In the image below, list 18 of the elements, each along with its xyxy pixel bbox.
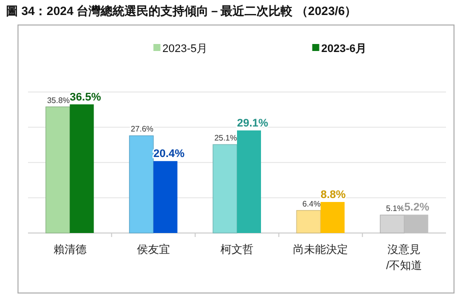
data-label: 36.5% [70, 91, 102, 104]
data-label: 29.1% [237, 117, 268, 130]
x-tick-label: 侯友宜 [136, 243, 170, 256]
data-label: 6.4% [302, 199, 321, 208]
data-label: 20.4% [153, 148, 185, 160]
legend-label: 2023-6月 [321, 43, 367, 55]
data-label: 27.6% [130, 124, 154, 134]
data-label: 8.8% [320, 188, 346, 201]
data-label: 35.8% [47, 96, 70, 105]
data-label: 25.1% [214, 134, 237, 143]
chart-title: 圖 34：2024 台灣總統選民的支持傾向－最近二次比較 （2023/6） [6, 4, 357, 18]
data-label: 5.1% [386, 204, 404, 214]
data-label: 5.2% [404, 202, 430, 214]
x-tick-label: 沒意見 /不知道 [386, 243, 422, 272]
x-tick-label: 賴清德 [53, 243, 86, 256]
x-tick-label: 尚未能決定 [293, 243, 348, 256]
legend-label: 2023-5月 [162, 43, 208, 55]
x-tick-label: 柯文哲 [220, 243, 254, 256]
